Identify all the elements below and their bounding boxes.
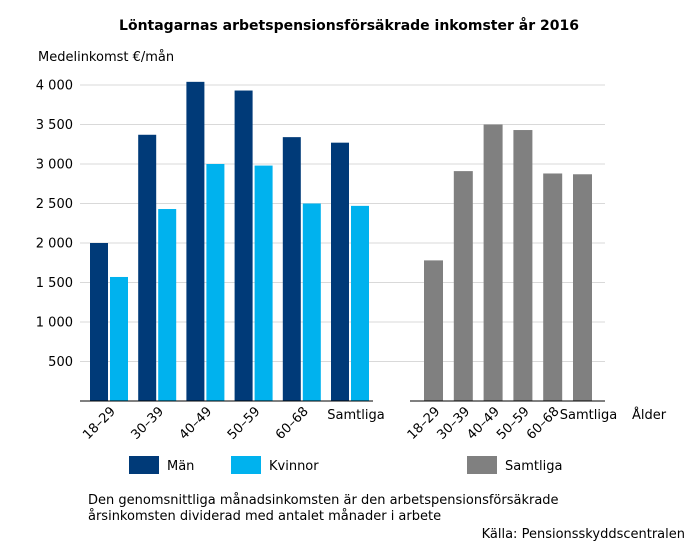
x-tick-label: 40–49 bbox=[464, 404, 503, 443]
y-tick-label: 2 500 bbox=[36, 197, 73, 212]
y-tick-label: 1 500 bbox=[36, 276, 73, 291]
x-tick-label: 50–59 bbox=[225, 404, 264, 443]
legend-swatch-man bbox=[129, 456, 159, 474]
bars bbox=[90, 81, 592, 402]
footnote-line-1: Den genomsnittliga månadsinkomsten är de… bbox=[88, 493, 559, 508]
bar-1-1-4 bbox=[234, 90, 253, 401]
bar-1-1-2 bbox=[138, 134, 157, 401]
bar-1-1-1 bbox=[90, 243, 108, 401]
x-tick-label: 18–29 bbox=[80, 404, 119, 443]
chart-title: Löntagarnas arbetspensionsförsäkrade ink… bbox=[119, 17, 579, 34]
legend-label-kvinnor: Kvinnor bbox=[269, 459, 319, 474]
y-tick-label: 3 500 bbox=[36, 118, 73, 133]
x-tick-label: 60–68 bbox=[273, 404, 312, 443]
x-axis-label: Ålder bbox=[632, 407, 667, 423]
bar-1-1-6 bbox=[331, 142, 349, 402]
x-tick-label: 30–39 bbox=[435, 404, 474, 443]
bar-1-2-3 bbox=[206, 164, 225, 401]
y-tick-label: 3 000 bbox=[36, 158, 73, 173]
bar-1-2-2 bbox=[158, 209, 177, 401]
bar-2-1-3 bbox=[483, 124, 503, 401]
legend-label-samtliga: Samtliga bbox=[505, 459, 562, 474]
footnote: Den genomsnittliga månadsinkomsten är de… bbox=[88, 493, 563, 524]
bar-2-1-6 bbox=[573, 174, 592, 401]
bar-1-1-3 bbox=[186, 81, 205, 401]
bar-2-1-1 bbox=[424, 260, 443, 401]
bar-2-1-4 bbox=[513, 130, 533, 401]
footnote-line-2: årsinkomsten dividerad med antalet månad… bbox=[88, 509, 441, 524]
bar-1-2-4 bbox=[254, 165, 273, 401]
y-tick-label: 1 000 bbox=[36, 316, 73, 331]
bar-2-1-5 bbox=[543, 173, 563, 401]
y-tick-labels: 500 1 000 1 500 2 000 2 500 3 000 3 500 4 000 bbox=[36, 79, 73, 371]
x-tick-label: Samtliga bbox=[327, 408, 384, 423]
x-tick-label: Samtliga bbox=[560, 408, 617, 423]
x-tick-label: 50–59 bbox=[494, 404, 533, 443]
x-tick-labels: 18–29 30–39 40–49 50–59 60–68 Samtliga 18–2930… bbox=[80, 404, 617, 443]
y-tick-label: 2 000 bbox=[36, 237, 73, 252]
legend-swatch-samtliga bbox=[467, 456, 497, 474]
bar-1-2-6 bbox=[351, 205, 369, 401]
y-axis-label: Medelinkomst €/mån bbox=[38, 50, 174, 65]
bar-1-1-5 bbox=[282, 137, 301, 401]
legend-label-man: Män bbox=[167, 459, 194, 474]
x-tick-label: 30–39 bbox=[128, 404, 167, 443]
bar-1-2-5 bbox=[302, 203, 321, 401]
y-tick-label: 4 000 bbox=[36, 79, 73, 94]
y-tick-label: 500 bbox=[48, 355, 73, 370]
bar-2-1-2 bbox=[453, 171, 473, 401]
x-tick-label: 40–49 bbox=[177, 404, 216, 443]
legend-swatch-kvinnor bbox=[231, 456, 261, 474]
x-tick-label: 18–29 bbox=[405, 404, 444, 443]
legend: Män Kvinnor Samtliga bbox=[129, 456, 562, 474]
x-tick-label: 60–68 bbox=[524, 404, 563, 443]
source-note: Källa: Pensionsskyddscentralen bbox=[482, 527, 685, 542]
bar-1-2-1 bbox=[110, 276, 128, 401]
